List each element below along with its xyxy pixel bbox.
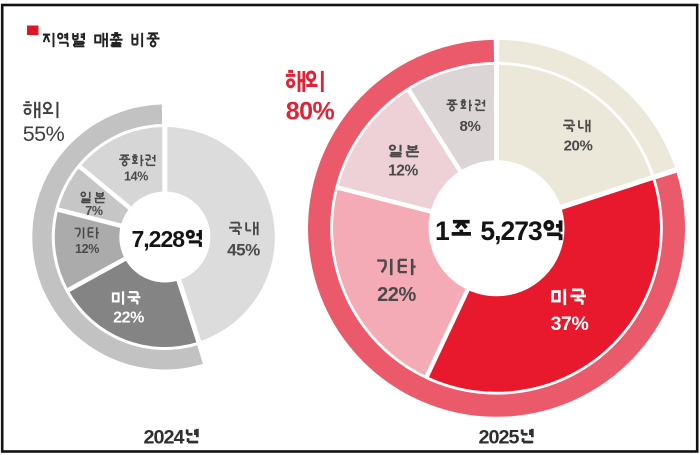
svg-text:37%: 37% [551, 313, 589, 335]
svg-text:80%: 80% [286, 98, 335, 126]
svg-text:5,273: 5,273 [480, 216, 542, 246]
svg-text:2024: 2024 [144, 427, 185, 449]
svg-text:7%: 7% [85, 204, 103, 218]
svg-text:12%: 12% [75, 242, 99, 256]
svg-text:22%: 22% [377, 284, 416, 306]
svg-text:7,228: 7,228 [132, 226, 186, 252]
svg-text:14%: 14% [124, 169, 148, 183]
svg-text:22%: 22% [113, 310, 144, 327]
svg-text:12%: 12% [388, 163, 418, 180]
svg-text:20%: 20% [564, 138, 593, 155]
svg-text:2025: 2025 [479, 427, 520, 449]
svg-text:8%: 8% [460, 118, 481, 135]
svg-text:45%: 45% [227, 241, 260, 260]
svg-text:55%: 55% [23, 122, 65, 146]
svg-text:1: 1 [435, 216, 449, 246]
